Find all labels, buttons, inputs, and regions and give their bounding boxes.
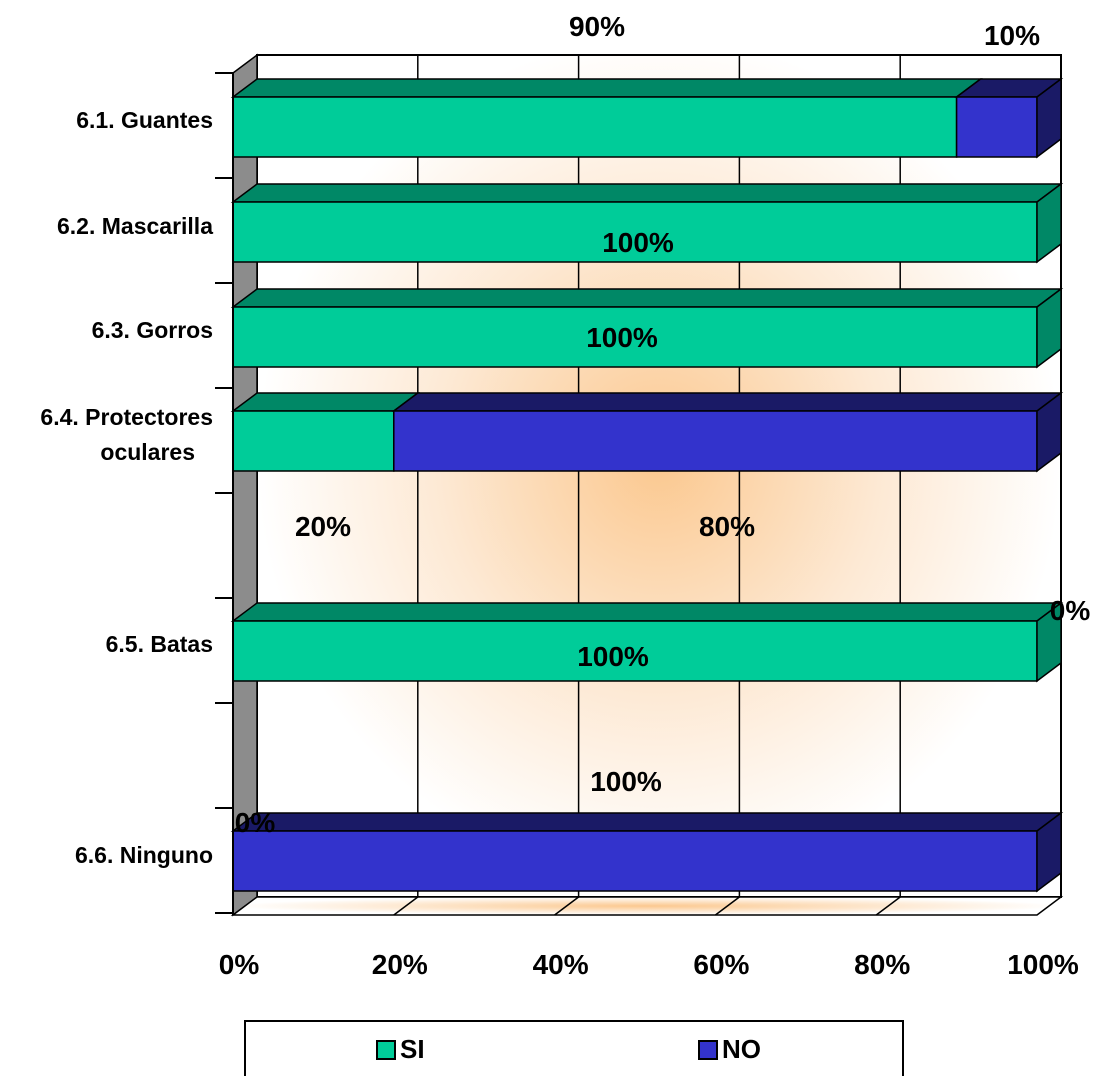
legend-label-no: NO <box>722 1034 761 1064</box>
bars <box>230 77 1064 893</box>
x-tick-label-80: 80% <box>854 949 910 980</box>
bar-6-5-batas-si <box>232 620 1038 682</box>
data-label-6-5-batas-si: 100% <box>577 641 649 672</box>
bar-6-1-guantes-side <box>1036 77 1062 159</box>
data-label-6-4-protectores-oculares-si: 20% <box>295 511 351 542</box>
data-label-6-1-guantes-si: 90% <box>569 11 625 42</box>
legend-swatch-no <box>698 1039 718 1060</box>
bar-6-4-protectores-oculares-si-top <box>230 392 421 412</box>
category-label-6-1-guantes: 6.1. Guantes <box>76 107 213 133</box>
category-label-6-5-batas: 6.5. Batas <box>106 631 213 657</box>
bar-6-1-guantes-si-top <box>230 78 983 98</box>
x-tick-label-40: 40% <box>533 949 589 980</box>
bar-6-6-ninguno-no-top <box>230 812 1064 832</box>
bar-6-2-mascarilla-si-top <box>230 183 1064 203</box>
x-tick-label-0: 0% <box>219 949 260 980</box>
floor <box>230 896 1064 916</box>
plot-side-wall <box>232 53 258 917</box>
plot-floor <box>230 896 1064 916</box>
bar-6-4-protectores-oculares-side <box>1036 391 1062 473</box>
data-label-6-3-gorros-si: 100% <box>586 322 658 353</box>
category-label-line-2: oculares <box>100 439 195 465</box>
category-label-6-2-mascarilla: 6.2. Mascarilla <box>57 213 213 239</box>
data-labels: 90% 10% 100% 100% 20% 80% 0% 100% 100% 0% <box>235 11 1091 838</box>
bar-6-3-gorros-si-top <box>230 288 1064 308</box>
floor-gridline-40 <box>554 896 580 916</box>
legend-swatch-si <box>376 1039 396 1060</box>
legend-item-no: NO <box>698 1034 761 1065</box>
bar-6-5-batas-side <box>1036 601 1062 683</box>
data-label-6-4-protectores-oculares-no: 80% <box>699 511 755 542</box>
bar-6-4-protectores-oculares-no-top <box>391 392 1064 412</box>
axes: 6.1. Guantes 6.2. Mascarilla 6.3. Gorros 6.… <box>40 72 1079 980</box>
legend: SI NO <box>244 1020 904 1076</box>
data-label-6-5-batas-no: 0% <box>1050 595 1091 626</box>
x-tick-label-20: 20% <box>372 949 428 980</box>
bar-6-1-guantes-si <box>232 96 958 158</box>
x-tick-label-60: 60% <box>693 949 749 980</box>
category-label-6-6-ninguno: 6.6. Ninguno <box>75 842 213 868</box>
floor-gridline-60 <box>714 896 740 916</box>
x-tick-label-100: 100% <box>1007 949 1079 980</box>
side-wall <box>232 53 258 917</box>
category-label-line-1: 6.4. Protectores <box>40 404 213 430</box>
bar-6-2-mascarilla-side <box>1036 182 1062 264</box>
bar-6-5-batas-si-top <box>230 602 1064 622</box>
legend-item-si: SI <box>376 1034 425 1065</box>
legend-label-si: SI <box>400 1034 425 1064</box>
bar-6-6-ninguno-side <box>1036 811 1062 893</box>
bar-6-1-guantes-no <box>955 96 1038 158</box>
category-label-6-4-protectores-oculares: 6.4. Protectores oculares <box>40 404 213 465</box>
data-label-6-6-ninguno-no: 100% <box>590 766 662 797</box>
data-label-6-6-ninguno-si: 0% <box>235 807 276 838</box>
bar-6-3-gorros-side <box>1036 287 1062 369</box>
floor-gridline-80 <box>875 896 901 916</box>
category-label-6-3-gorros: 6.3. Gorros <box>92 317 213 343</box>
bar-6-2-mascarilla-si <box>232 201 1038 263</box>
data-label-6-1-guantes-no: 10% <box>984 20 1040 51</box>
bar-6-4-protectores-oculares-si <box>232 410 395 472</box>
bar-6-6-ninguno-no <box>232 830 1038 892</box>
data-label-6-2-mascarilla-si: 100% <box>602 227 674 258</box>
floor-gridline-20 <box>393 896 419 916</box>
bar-6-4-protectores-oculares-no <box>393 410 1038 472</box>
